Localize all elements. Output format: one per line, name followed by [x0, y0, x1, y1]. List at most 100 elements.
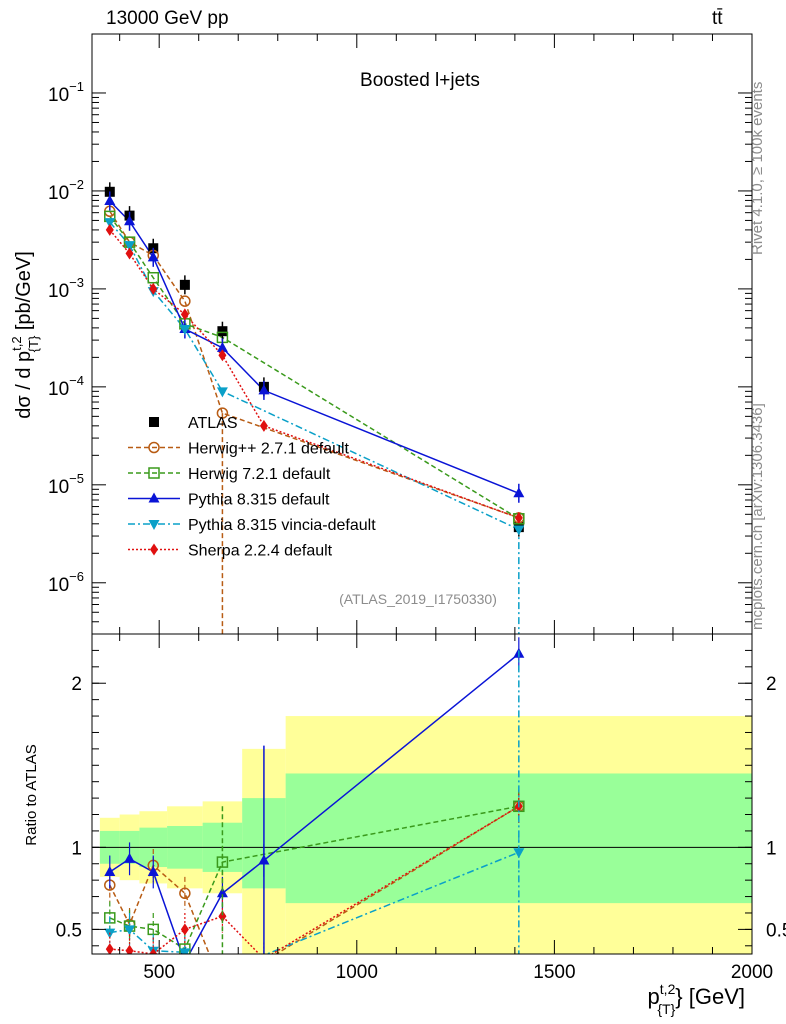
marker-pythia: [258, 384, 270, 395]
analysis-watermark: (ATLAS_2019_I1750330): [339, 591, 497, 607]
marker-sherpa: [149, 948, 158, 954]
series-line-vincia: [109, 221, 520, 531]
marker-sherpa: [263, 952, 265, 954]
marker-sherpa: [514, 511, 523, 524]
legend-label-herwig7: Herwig 7.2.1 default: [188, 466, 331, 483]
marker-sherpa: [125, 247, 134, 260]
marker-sherpa: [218, 349, 227, 362]
y-tick-exp: −6: [69, 569, 84, 584]
marker-herwigpp: [217, 982, 227, 992]
y-tick-label: 10−1: [48, 79, 84, 106]
marker-pythia: [124, 215, 136, 226]
marker-atlas: [179, 279, 190, 290]
marker-vincia: [148, 520, 160, 530]
y-tick-label: 10−3: [48, 275, 84, 302]
energy-label: 13000 GeV pp: [106, 8, 229, 29]
marker-vincia: [216, 387, 228, 398]
main-series-markers: [104, 182, 525, 537]
ratio-frame: [91, 633, 753, 955]
legend-label-sherpa: Sherpa 2.2.4 default: [188, 543, 333, 560]
marker-pythia: [104, 194, 116, 205]
x-tick-label: 1000: [336, 962, 378, 983]
main-series-lines: [109, 200, 520, 634]
x-tick-label: 2000: [731, 962, 773, 983]
main-x-ticks: [119, 34, 753, 634]
y-tick-base: 10: [48, 477, 69, 498]
marker-herwigpp: [179, 295, 191, 307]
ratio-plot-area: [92, 637, 752, 992]
marker-pythia: [147, 251, 159, 262]
y-tick-exp: −5: [69, 471, 84, 486]
marker-pythia: [148, 492, 160, 503]
ratio-y-tick-label-left: 1: [71, 838, 82, 859]
marker-pythia: [513, 487, 525, 498]
marker-sherpa: [180, 308, 189, 321]
marker-herwigpp: [179, 887, 191, 900]
marker-herwig7: [148, 467, 160, 479]
ratio-y-axis-label: Ratio to ATLAS: [23, 744, 40, 845]
rivet-label: Rivet 4.1.0, ≥ 100k events: [749, 82, 766, 255]
marker-pythia: [216, 887, 228, 898]
ratio-line-herwig++: [109, 805, 520, 954]
mcplots-label: mcplots.cern.ch [arXiv:1306.3436]: [749, 403, 766, 630]
main-title: Boosted l+jets: [360, 70, 480, 91]
marker-herwigpp: [148, 441, 160, 454]
marker-vincia: [124, 925, 136, 936]
y-tick-label: 10−5: [48, 471, 84, 498]
series-line-herwig++: [109, 210, 520, 519]
process-label: tt̄: [712, 8, 723, 29]
legend-label-herwig++: Herwig++ 2.7.1 default: [188, 441, 350, 458]
y-tick-base: 10: [48, 183, 69, 204]
marker-vincia: [124, 241, 136, 252]
ratio-y-tick-label-right: 0.5: [766, 920, 786, 941]
marker-sherpa: [105, 223, 114, 236]
marker-vincia: [179, 948, 191, 954]
marker-pythia: [124, 852, 136, 863]
ratio-panel: 0.5 0.5 1 1 2 2 500 1000 1500 2000 Ratio to ATLA…: [23, 633, 786, 1017]
marker-sherpa: [149, 282, 158, 295]
marker-vincia: [513, 848, 525, 859]
marker-sherpa: [180, 923, 189, 936]
ratio-y-tick-label-right: 2: [766, 674, 777, 695]
marker-vincia: [217, 968, 228, 978]
y-tick-label: 10−4: [48, 373, 84, 400]
marker-pythia: [216, 341, 228, 352]
marker-sherpa: [150, 543, 158, 556]
y-tick-base: 10: [48, 281, 69, 302]
main-y-axis-label: dσ / d pt,2 {T} [pb/GeV]: [9, 251, 41, 419]
main-panel: 10−110−210−310−410−510−6 Boosted l+jets …: [9, 33, 753, 635]
marker-pythia: [147, 865, 159, 876]
marker-sherpa: [218, 910, 227, 923]
ratio-x-ticks: 500 1000 1500 2000: [119, 634, 773, 983]
marker-pythia: [104, 865, 116, 876]
legend-label-atlas: ATLAS: [188, 415, 238, 432]
ratio-series-markers: [104, 637, 525, 992]
y-tick-base: 10: [48, 85, 69, 106]
marker-sherpa: [125, 944, 134, 954]
marker-herwigpp: [216, 407, 229, 419]
ratio-y-tick-label-right: 1: [766, 838, 777, 859]
legend: ATLAS Herwig++ 2.7.1 default Herwig 7.2.1 …: [128, 415, 376, 560]
marker-atlas: [217, 326, 228, 337]
ratio-y-tick-label-left: 2: [71, 674, 82, 695]
legend-label-vincia: Pythia 8.315 vincia-default: [188, 517, 376, 534]
ratio-line-vincia: [109, 851, 520, 954]
y-tick-label: 10−6: [48, 569, 84, 596]
y-tick-exp: −2: [69, 177, 84, 192]
x-axis-label: pt,2 {T}} [GeV]: [648, 981, 745, 1017]
marker-vincia: [104, 218, 116, 229]
ratio-line-herwig7: [109, 805, 519, 951]
x-tick-label: 500: [143, 962, 175, 983]
legend-label-pythia: Pythia 8.315 default: [188, 492, 330, 509]
y-tick-exp: −1: [69, 79, 84, 94]
main-plot-area: [104, 182, 525, 634]
y-tick-base: 10: [48, 379, 69, 400]
ratio-y-ticks: 0.5 0.5 1 1 2 2: [56, 649, 786, 947]
marker-sherpa: [105, 943, 114, 954]
marker-herwig7: [147, 271, 160, 284]
marker-pythia: [179, 956, 190, 966]
y-tick-label: 10−2: [48, 177, 84, 204]
y-tick-exp: −4: [69, 373, 84, 388]
ratio-y-tick-label-left: 0.5: [56, 920, 82, 941]
